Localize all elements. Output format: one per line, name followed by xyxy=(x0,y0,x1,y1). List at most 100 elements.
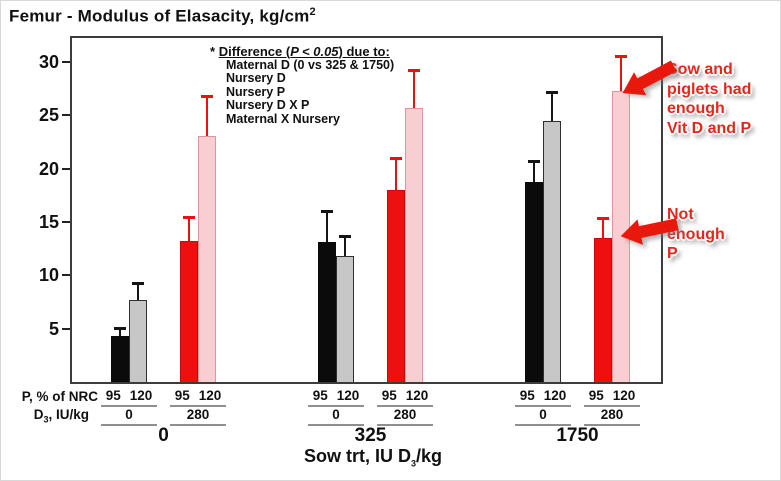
error-bar-cap xyxy=(201,94,213,98)
error-bar-cap xyxy=(615,55,627,59)
annotation-not-enough-p: Not enough P xyxy=(667,205,725,264)
annotation-line: Sow and xyxy=(667,61,733,78)
y-tick-mark xyxy=(62,274,70,277)
p-label: 120 xyxy=(612,388,636,403)
arrow-shape xyxy=(620,218,679,245)
y-tick-mark xyxy=(62,327,70,330)
legend-item: Nursery P xyxy=(226,84,286,99)
x-axis-title: Sow trt, IU D3/kg xyxy=(253,446,493,469)
d3-row-label-pre: D xyxy=(33,407,44,422)
d3-row-label-sub: 3 xyxy=(43,414,49,425)
error-bar-line xyxy=(395,156,397,190)
legend-heading-pre: Difference ( xyxy=(218,44,291,59)
pair-p-labels: 95 120 xyxy=(308,388,364,407)
error-bar-line xyxy=(188,215,190,242)
p-label: 120 xyxy=(336,388,360,403)
error-bar-cap xyxy=(528,160,540,164)
y-tick-label: 30 xyxy=(38,51,59,72)
bar-red-p95 xyxy=(387,189,405,382)
legend-heading-pvalue: P < 0.05 xyxy=(290,44,339,59)
error-bar-line xyxy=(326,210,328,243)
pair-d3-label: 280 xyxy=(377,407,433,426)
group-label-325: 325 xyxy=(354,425,387,446)
significance-legend: * Difference (P < 0.05) due to: Maternal… xyxy=(210,45,394,126)
y-tick-label: 25 xyxy=(38,105,59,126)
legend-star: * xyxy=(210,44,216,59)
error-bar-cap xyxy=(546,90,558,94)
legend-heading: * Difference (P < 0.05) due to: xyxy=(210,45,394,58)
bar-gray-p120 xyxy=(543,120,561,382)
annotation-line: piglets had xyxy=(667,80,752,98)
annotation-enough-vitd-p: Sow and piglets had enough Vit D and P xyxy=(667,60,751,138)
legend-items: Maternal D (0 vs 325 & 1750) Nursery D Nur… xyxy=(226,57,395,126)
error-bar-cap xyxy=(114,326,126,330)
error-bar-line xyxy=(551,90,553,121)
annotation-line: Not xyxy=(667,206,694,223)
pair-p-labels: 95 120 xyxy=(584,388,640,407)
legend-item: Nursery D xyxy=(226,71,286,85)
pair-d3-label: 280 xyxy=(584,407,640,426)
error-bar-cap xyxy=(390,156,402,160)
p-label: 95 xyxy=(381,388,397,403)
error-bar-cap xyxy=(321,210,333,214)
p-label: 95 xyxy=(105,388,121,403)
bar-black-p95 xyxy=(525,182,543,382)
y-tick-label: 5 xyxy=(48,318,59,339)
p-row-label: P, % of NRC xyxy=(21,389,98,404)
group-label-0: 0 xyxy=(158,425,169,446)
p-label: 120 xyxy=(198,388,222,403)
y-tick-mark xyxy=(62,114,70,117)
y-tick-mark xyxy=(62,60,70,63)
p-label: 95 xyxy=(519,388,535,403)
bar-gray-p120 xyxy=(336,256,354,382)
error-bar-cap xyxy=(132,281,144,285)
pair-d3-label: 280 xyxy=(170,407,226,426)
bar-black-p95 xyxy=(318,242,336,382)
chart-title-text: Femur - Modulus of Elasacity, kg/cm xyxy=(9,6,310,26)
pair-d3-label: 0 xyxy=(308,407,364,426)
legend-item: Maternal X Nursery xyxy=(226,111,340,126)
error-bar-line xyxy=(620,55,622,91)
bar-black-p95 xyxy=(111,336,129,382)
arrow-to-red-bar-icon xyxy=(620,218,679,245)
d3-row-label-post: , IU/kg xyxy=(48,407,89,422)
pair-p-labels: 95 120 xyxy=(101,388,157,407)
error-bar-cap xyxy=(408,69,420,73)
bar-red-p95 xyxy=(180,241,198,382)
error-bar-line xyxy=(602,216,604,238)
y-tick-label: 20 xyxy=(38,158,59,179)
chart-title-superscript: 2 xyxy=(309,6,316,18)
x-axis-title-post: /kg xyxy=(416,446,443,466)
y-tick-label: 10 xyxy=(38,265,59,286)
p-label: 95 xyxy=(312,388,328,403)
legend-item: Maternal D (0 vs 325 & 1750) xyxy=(226,57,395,72)
chart-title: Femur - Modulus of Elasacity, kg/cm2 xyxy=(9,6,316,27)
error-bar-line xyxy=(344,234,346,257)
error-bar-cap xyxy=(183,215,195,219)
plot-area-frame xyxy=(70,36,663,384)
arrow-shape xyxy=(622,60,677,96)
p-label: 95 xyxy=(588,388,604,403)
legend-heading-post: ) due to: xyxy=(338,44,390,59)
d3-row-label: D3, IU/kg xyxy=(9,407,89,425)
error-bar-cap xyxy=(339,234,351,238)
annotation-line: Vit D and P xyxy=(667,119,752,137)
x-axis-title-pre: Sow trt, IU D xyxy=(303,446,411,466)
x-axis-title-sub: 3 xyxy=(410,458,416,469)
error-bar-line xyxy=(206,94,208,136)
p-label: 95 xyxy=(174,388,190,403)
arrow-to-pink-bar-icon xyxy=(622,60,677,96)
error-bar-line xyxy=(137,281,139,300)
y-tick-label: 15 xyxy=(38,211,59,232)
pair-p-labels: 95 120 xyxy=(515,388,571,407)
y-tick-mark xyxy=(62,167,70,170)
p-label: 120 xyxy=(129,388,153,403)
pair-d3-label: 0 xyxy=(515,407,571,426)
error-bar-cap xyxy=(597,216,609,220)
bar-gray-p120 xyxy=(129,299,147,382)
p-label: 120 xyxy=(405,388,429,403)
bar-pink-p120 xyxy=(405,107,423,382)
p-label: 120 xyxy=(543,388,567,403)
pair-p-labels: 95 120 xyxy=(377,388,433,407)
